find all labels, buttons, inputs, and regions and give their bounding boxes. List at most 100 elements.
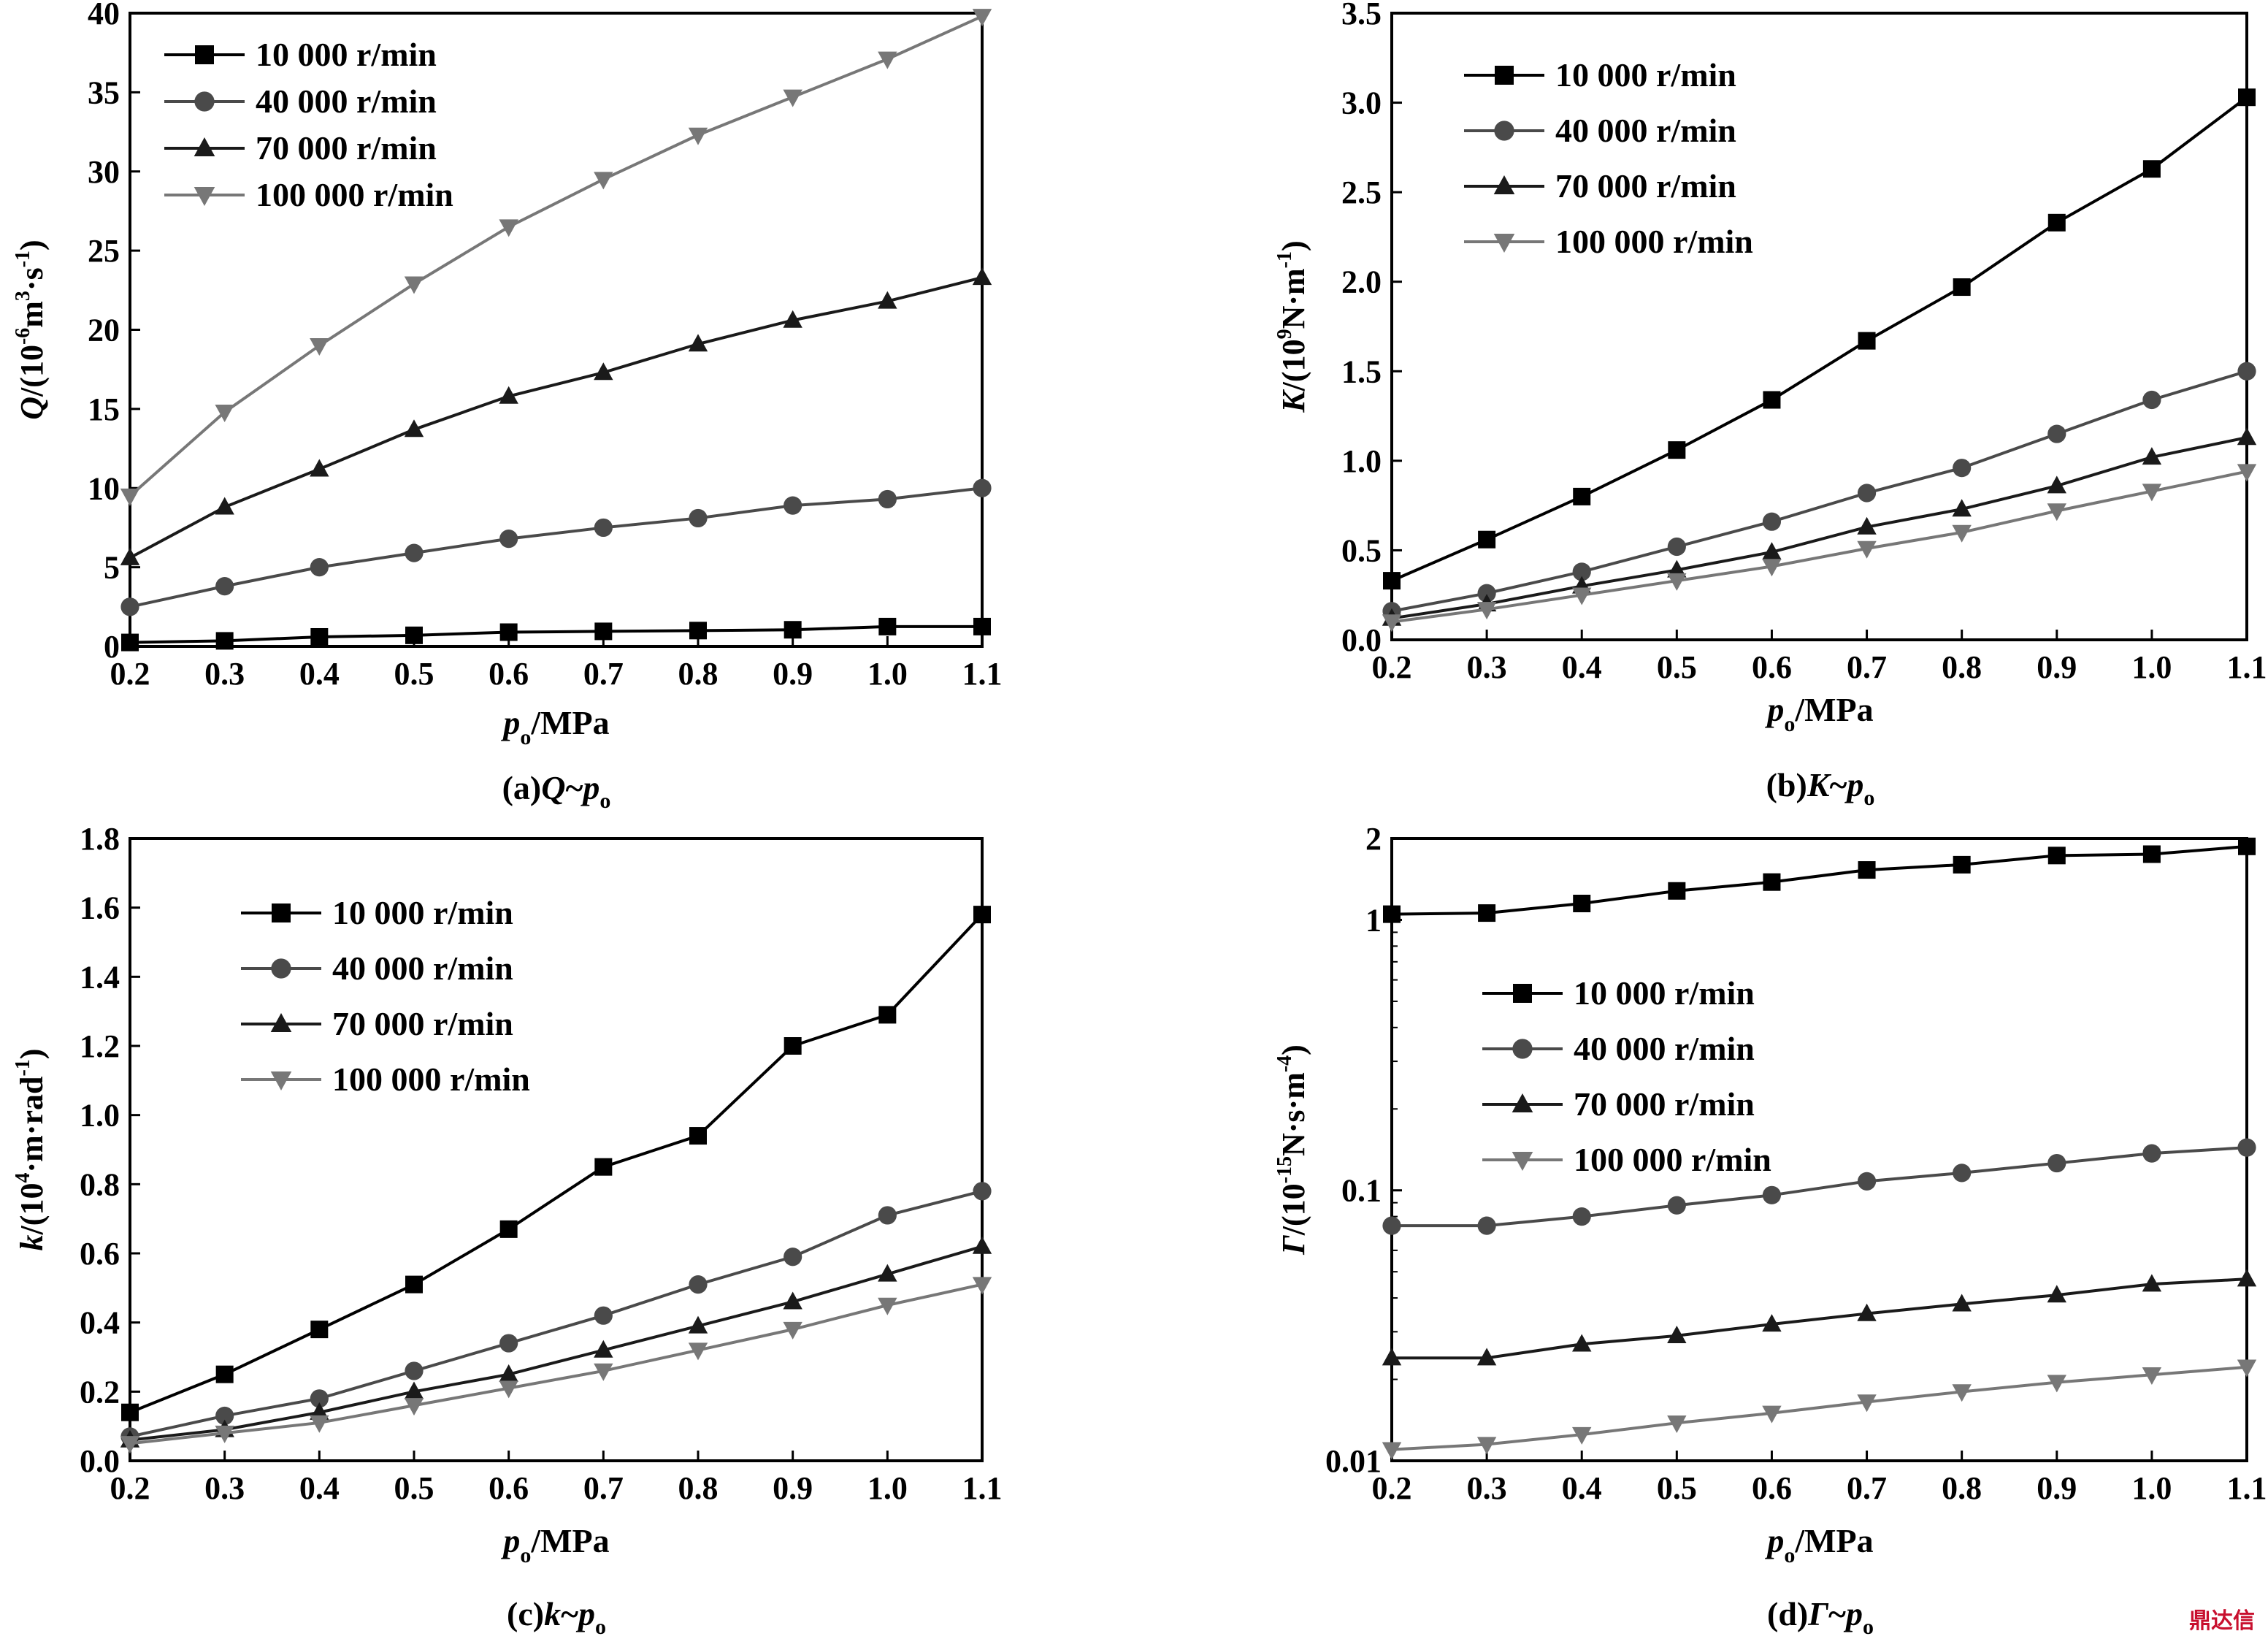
y-tick-label: 30 bbox=[88, 154, 120, 190]
data-point bbox=[1952, 1294, 1972, 1312]
data-point bbox=[972, 1236, 992, 1254]
y-tick-label: 5 bbox=[104, 550, 120, 586]
data-point bbox=[121, 633, 139, 652]
x-tick-label: 0.3 bbox=[1467, 649, 1507, 685]
legend-label: 100 000 r/min bbox=[332, 1061, 530, 1098]
series-1: 40 000 r/min bbox=[120, 950, 992, 1446]
x-tick-label: 0.6 bbox=[489, 656, 529, 692]
legend-label: 100 000 r/min bbox=[1574, 1141, 1771, 1178]
y-axis-label: Q/(10-6m3·s-1) bbox=[12, 240, 50, 419]
chart-panel-c: 0.2 0.3 0.4 0.5 0.6 0.7 0.8 0.9 1.0 1.10.00.20.40… bbox=[12, 821, 1003, 1639]
data-point bbox=[1952, 1384, 1972, 1402]
data-point bbox=[1667, 1196, 1686, 1215]
data-point bbox=[1857, 1172, 1877, 1191]
data-point bbox=[2047, 475, 2066, 494]
data-point bbox=[689, 1275, 708, 1294]
x-tick-label: 0.7 bbox=[583, 656, 624, 692]
data-point bbox=[121, 1403, 139, 1421]
data-point bbox=[1667, 573, 1687, 591]
data-point bbox=[1857, 540, 1877, 559]
data-point bbox=[215, 577, 234, 596]
data-point bbox=[404, 276, 424, 294]
x-tick-label: 0.4 bbox=[1562, 1470, 1602, 1506]
data-point bbox=[1572, 562, 1591, 581]
legend-marker bbox=[272, 903, 291, 922]
series-line bbox=[1391, 1365, 2248, 1451]
series-2: 70 000 r/min bbox=[120, 1005, 992, 1448]
legend-label: 10 000 r/min bbox=[1574, 974, 1755, 1012]
x-tick-label: 0.2 bbox=[110, 656, 150, 692]
x-tick-label: 0.9 bbox=[773, 656, 813, 692]
x-tick-label: 0.8 bbox=[678, 656, 719, 692]
y-tick-label: 1.0 bbox=[80, 1098, 120, 1134]
series-0: 10 000 r/min bbox=[121, 36, 991, 652]
y-tick-label: 2 bbox=[1365, 821, 1382, 857]
legend-label: 40 000 r/min bbox=[256, 83, 437, 120]
y-tick-label: 0.5 bbox=[1341, 532, 1382, 568]
panel-caption: (a)Q~po bbox=[502, 769, 611, 813]
data-point bbox=[1953, 459, 1972, 478]
series-line bbox=[129, 15, 983, 497]
panel-caption: (d)Γ~po bbox=[1767, 1595, 1874, 1639]
legend-marker bbox=[195, 45, 214, 64]
x-tick-label: 0.2 bbox=[110, 1470, 150, 1506]
x-tick-label: 1.0 bbox=[867, 1470, 908, 1506]
data-point bbox=[878, 489, 897, 509]
data-point bbox=[2142, 1274, 2162, 1292]
data-point bbox=[1668, 882, 1686, 900]
data-point bbox=[120, 597, 139, 616]
x-tick-label: 0.4 bbox=[1562, 649, 1602, 685]
data-point bbox=[878, 1206, 897, 1225]
data-point bbox=[594, 362, 613, 381]
legend-label: 40 000 r/min bbox=[332, 950, 513, 987]
data-point bbox=[972, 9, 992, 27]
x-axis-label: po/MPa bbox=[1764, 691, 1873, 736]
series-0: 10 000 r/min bbox=[121, 894, 991, 1421]
series-line bbox=[129, 486, 983, 608]
series-2: 70 000 r/min bbox=[120, 129, 992, 565]
y-tick-label: 0.01 bbox=[1325, 1443, 1382, 1479]
data-point bbox=[2047, 1153, 2066, 1173]
data-point bbox=[2142, 845, 2161, 863]
legend-label: 70 000 r/min bbox=[256, 129, 437, 167]
data-point bbox=[784, 1037, 802, 1055]
data-point bbox=[1762, 512, 1782, 531]
data-point bbox=[1667, 537, 1686, 557]
series-3: 100 000 r/min bbox=[120, 9, 992, 506]
data-point bbox=[499, 623, 518, 641]
y-tick-label: 15 bbox=[88, 391, 120, 427]
series-line bbox=[1391, 470, 2248, 624]
data-point bbox=[310, 1321, 329, 1339]
data-point bbox=[688, 1342, 708, 1361]
data-point bbox=[1762, 1314, 1782, 1332]
data-point bbox=[2237, 1359, 2257, 1378]
data-point bbox=[1763, 391, 1781, 409]
x-tick-label: 1.1 bbox=[962, 656, 1003, 692]
data-point bbox=[784, 621, 802, 639]
y-tick-label: 0 bbox=[104, 629, 120, 665]
data-point bbox=[783, 1321, 802, 1340]
data-point bbox=[784, 496, 802, 515]
data-point bbox=[215, 405, 234, 423]
x-tick-label: 1.1 bbox=[962, 1470, 1003, 1506]
legend-label: 70 000 r/min bbox=[332, 1005, 513, 1042]
data-point bbox=[1953, 278, 1971, 297]
data-point bbox=[404, 1398, 424, 1416]
data-point bbox=[310, 627, 329, 646]
series-3: 100 000 r/min bbox=[1382, 1141, 2257, 1460]
legend-marker bbox=[194, 137, 215, 157]
legend-marker bbox=[1512, 1151, 1533, 1171]
y-tick-label: 2.0 bbox=[1341, 264, 1382, 300]
x-tick-label: 0.9 bbox=[2037, 649, 2077, 685]
data-point bbox=[2047, 1375, 2066, 1393]
data-point bbox=[1858, 861, 1876, 879]
x-tick-label: 0.3 bbox=[204, 656, 245, 692]
chart-panel-d: 0.2 0.3 0.4 0.5 0.6 0.7 0.8 0.9 1.0 1.1 0.01 0.1 1 2 Γ… bbox=[1273, 821, 2267, 1639]
data-point bbox=[120, 488, 140, 506]
panel-caption: (c)k~po bbox=[507, 1595, 606, 1639]
data-point bbox=[783, 310, 802, 328]
legend-marker bbox=[271, 958, 291, 979]
y-tick-label: 2.5 bbox=[1341, 175, 1382, 210]
data-point bbox=[2237, 427, 2257, 446]
